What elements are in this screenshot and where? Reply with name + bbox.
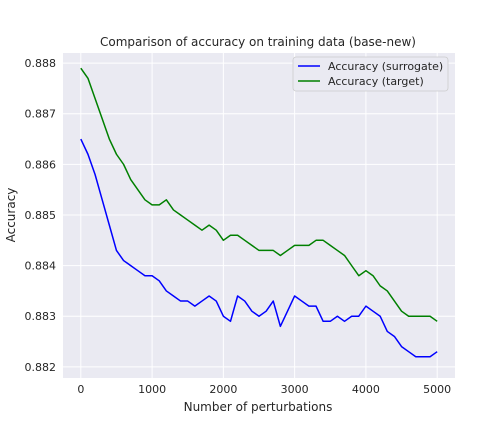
x-tick-label: 0 xyxy=(77,383,84,396)
y-tick-label: 0.885 xyxy=(25,209,57,222)
chart-title: Comparison of accuracy on training data … xyxy=(100,35,416,49)
legend-label-target: Accuracy (target) xyxy=(328,75,424,88)
x-tick-label: 5000 xyxy=(423,383,451,396)
series-line-target xyxy=(80,67,438,322)
y-tick-label: 0.888 xyxy=(25,57,57,70)
y-tick-label: 0.886 xyxy=(25,158,57,171)
y-tick-label: 0.882 xyxy=(25,361,57,374)
x-tick-labels: 0 1000 2000 3000 4000 5000 xyxy=(77,383,451,396)
x-tick-label: 3000 xyxy=(281,383,309,396)
series-lines xyxy=(80,67,438,358)
x-tick-label: 4000 xyxy=(352,383,380,396)
legend: Accuracy (surrogate) Accuracy (target) xyxy=(292,56,449,92)
x-axis-label: Number of perturbations xyxy=(184,400,333,414)
y-axis-label: Accuracy xyxy=(4,188,18,243)
y-tick-labels: 0.882 0.883 0.884 0.885 0.886 0.887 0.888 xyxy=(25,57,57,374)
y-tick-label: 0.887 xyxy=(25,108,57,121)
y-tick-label: 0.883 xyxy=(25,310,57,323)
legend-box xyxy=(292,56,449,92)
legend-label-surrogate: Accuracy (surrogate) xyxy=(328,60,443,73)
x-tick-label: 2000 xyxy=(209,383,237,396)
y-tick-label: 0.884 xyxy=(25,260,57,273)
x-tick-label: 1000 xyxy=(138,383,166,396)
series-line-surrogate xyxy=(80,138,438,358)
plot-background xyxy=(63,53,455,378)
